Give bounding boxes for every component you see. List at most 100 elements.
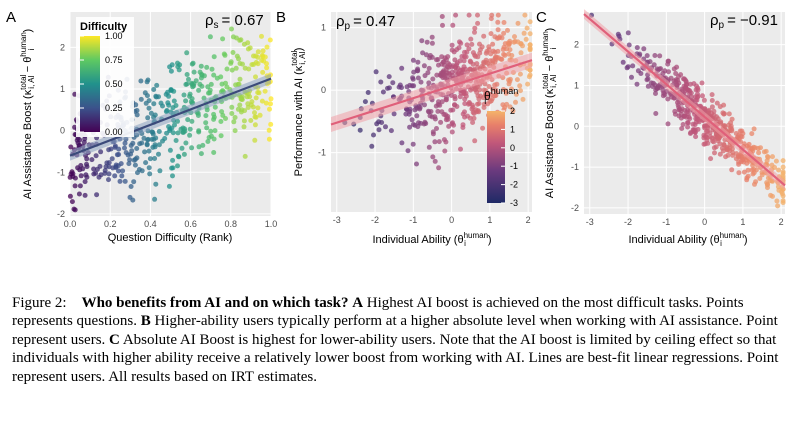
data-point	[211, 72, 217, 78]
data-point	[151, 87, 157, 92]
data-point	[162, 136, 168, 141]
data-point	[76, 191, 82, 197]
data-point	[442, 148, 448, 154]
data-point	[220, 36, 226, 42]
data-point	[701, 97, 707, 103]
data-point	[259, 33, 264, 39]
data-point	[245, 105, 251, 110]
data-point	[264, 44, 270, 50]
data-point	[439, 109, 445, 115]
data-point	[185, 117, 191, 123]
data-point	[424, 39, 430, 45]
data-point	[475, 101, 480, 107]
data-point	[229, 104, 235, 110]
panel-c-ylabel: AI Assistance Boost (κtotali, AI − θhuma…	[541, 28, 558, 198]
data-point	[483, 50, 489, 56]
data-point	[756, 150, 762, 156]
data-point	[475, 12, 480, 18]
data-point	[417, 105, 423, 111]
data-point	[116, 146, 122, 152]
data-point	[728, 120, 734, 126]
data-point	[209, 66, 215, 72]
figure: 0.0 0.2 0.4 0.6 0.8 1.0 -2 -1 0 1 2 A ρs = 0.67 Que…	[6, 9, 786, 248]
data-point	[463, 54, 469, 60]
data-point	[189, 145, 195, 151]
data-point	[221, 51, 227, 57]
data-point	[430, 154, 436, 160]
data-point	[132, 156, 138, 162]
data-point	[466, 12, 472, 18]
data-point	[518, 50, 524, 56]
data-point	[625, 30, 631, 36]
data-point	[181, 151, 187, 157]
panel-b-legend: θhuman i 2 1 0 -1 -2 -3	[484, 86, 518, 208]
data-point	[82, 179, 88, 185]
data-point	[472, 29, 477, 35]
data-point	[709, 98, 715, 103]
caption-title: Who benefits from AI and on which task?	[81, 295, 349, 311]
data-point	[688, 130, 694, 135]
data-point	[244, 94, 250, 100]
data-point	[267, 106, 272, 112]
data-point	[449, 42, 455, 48]
data-point	[241, 118, 247, 124]
data-point	[457, 58, 463, 64]
panel-c-label: C	[536, 9, 547, 26]
data-point	[705, 125, 711, 131]
data-point	[724, 147, 730, 153]
data-point	[187, 93, 193, 99]
data-point	[208, 128, 214, 134]
data-point	[189, 118, 195, 124]
panel-0-ytick-label: -2	[57, 209, 65, 219]
panel-0-ytick-label: -1	[57, 167, 65, 177]
data-point	[96, 174, 102, 180]
data-point	[460, 122, 466, 128]
data-point	[425, 70, 431, 76]
data-point	[510, 108, 516, 114]
data-point	[419, 38, 425, 44]
data-point	[415, 59, 421, 65]
data-point	[137, 141, 143, 147]
data-point	[490, 41, 496, 47]
data-point	[512, 34, 517, 40]
data-point	[770, 154, 775, 160]
legend-a-tick-label: 0.00	[105, 127, 123, 137]
data-point	[126, 161, 132, 167]
data-point	[729, 167, 735, 173]
data-point	[426, 80, 432, 86]
data-point	[410, 122, 416, 127]
data-point	[183, 140, 189, 146]
data-point	[462, 49, 467, 55]
data-point	[712, 150, 717, 156]
data-point	[527, 42, 533, 48]
data-point	[261, 58, 267, 64]
data-point	[205, 139, 211, 144]
data-point	[520, 96, 526, 102]
data-point	[495, 12, 501, 18]
data-point	[134, 146, 140, 151]
data-point	[112, 173, 118, 179]
data-point	[473, 107, 479, 113]
data-point	[172, 122, 177, 128]
panel-0-xtick-label: 1.0	[265, 219, 278, 229]
data-point	[421, 121, 427, 127]
data-point	[626, 42, 632, 48]
data-point	[685, 120, 690, 126]
data-point	[749, 131, 755, 137]
data-point	[156, 142, 162, 148]
data-point	[204, 64, 210, 70]
data-point	[187, 126, 193, 132]
data-point	[153, 135, 159, 141]
data-point	[420, 50, 426, 56]
data-point	[422, 102, 427, 108]
data-point	[780, 200, 786, 206]
data-point	[506, 81, 512, 87]
data-point	[775, 203, 781, 209]
legend-a-tick-label: 0.75	[105, 55, 123, 65]
data-point	[207, 34, 213, 40]
caption-figure-label: Figure 2:	[12, 295, 67, 311]
data-point	[196, 144, 202, 150]
data-point	[430, 129, 436, 135]
data-point	[453, 12, 459, 18]
panel-1-ytick-label: 1	[321, 23, 326, 33]
